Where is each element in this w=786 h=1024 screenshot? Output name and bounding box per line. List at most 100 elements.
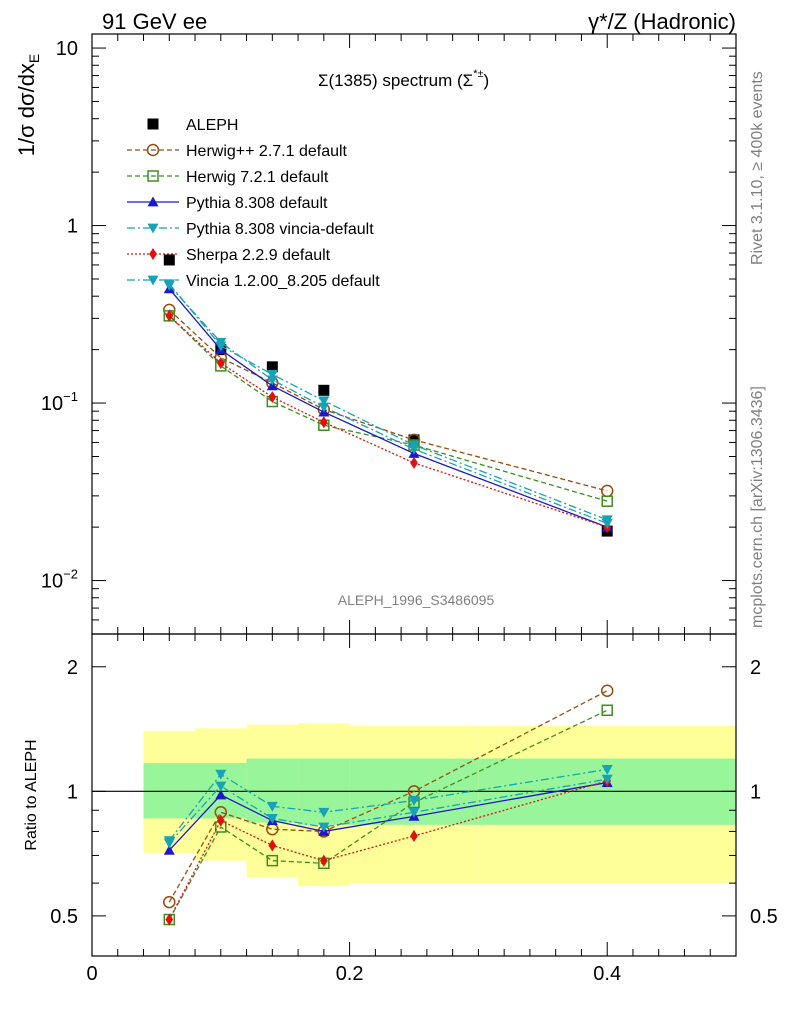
ratio-y-tick-label-right-2: 0.5 <box>750 906 778 928</box>
ratio-series-line-5 <box>168 778 608 844</box>
main-point-5-0 <box>165 309 174 322</box>
main-y-tick-label-2: 10−1 <box>41 389 78 415</box>
ratio-series-5 <box>163 774 613 849</box>
ratio-point-2-1 <box>215 789 227 800</box>
x-tick-label-1: 0.2 <box>336 963 364 985</box>
tick-exponent: −2 <box>63 567 78 582</box>
ratio-point-5-3 <box>318 822 330 833</box>
chart-title-sup: *± <box>473 68 483 80</box>
main-y-tick-label-0: 10 <box>56 38 78 60</box>
main-series-4 <box>163 279 613 526</box>
main-point-0-3 <box>318 384 330 396</box>
ratio-y-tick-label-right-0: 2 <box>750 657 761 679</box>
ratio-frame <box>91 633 737 957</box>
ratio-point-5-2 <box>266 814 278 824</box>
ratio-point-3-3 <box>318 807 330 818</box>
main-series-line-5 <box>168 315 608 528</box>
header-left: 91 GeV ee <box>102 9 207 34</box>
main-plot-series <box>163 254 614 537</box>
main-series-3 <box>163 283 613 532</box>
main-series-line-1 <box>168 309 608 492</box>
ratio-plot-series <box>163 684 614 926</box>
main-ylabel-sub: E <box>26 54 42 63</box>
ratio-point-0-5 <box>600 684 614 698</box>
ratio-point-3-2 <box>266 801 278 812</box>
tick-base: 10 <box>41 571 63 593</box>
main-point-6-0 <box>163 281 175 291</box>
tick-base: 1 <box>67 216 78 238</box>
ratio-point-5-5 <box>601 774 613 785</box>
main-ylabel: 1/σ dσ/dxE <box>14 54 42 157</box>
band-inner-2 <box>246 758 299 823</box>
ratio-point-3-4 <box>408 796 420 807</box>
main-y-tick-label-1: 1 <box>67 216 78 238</box>
chart-title-main: Σ(1385) spectrum (Σ <box>318 71 473 90</box>
legend-label-3: Pythia 8.308 default <box>186 195 328 212</box>
legend-label-0: ALEPH <box>186 117 238 134</box>
chart-title-close: ) <box>484 71 490 90</box>
ratio-y-tick-label-left-1: 1 <box>67 781 78 803</box>
main-point-4-2 <box>266 370 278 380</box>
legend-label-2: Herwig 7.2.1 default <box>186 169 329 186</box>
legend-marker-4 <box>147 223 159 234</box>
main-series-line-6 <box>168 284 608 524</box>
header-right: γ*/Z (Hadronic) <box>588 9 736 34</box>
x-tick-label-2: 0.4 <box>593 963 621 985</box>
legend-marker-1 <box>146 143 160 157</box>
main-point-5-1 <box>216 357 225 370</box>
ratio-point-3-5 <box>601 764 613 775</box>
main-point-5-3 <box>319 416 328 429</box>
ratio-point-1-5 <box>601 704 613 717</box>
legend-marker-0 <box>147 118 159 130</box>
ratio-series-line-2 <box>168 781 608 851</box>
main-point-4-3 <box>318 396 330 407</box>
main-series-1 <box>163 303 614 498</box>
chart-title: Σ(1385) spectrum (Σ*±) <box>318 68 489 90</box>
legend-label-5: Sherpa 2.2.9 default <box>186 247 331 264</box>
ratio-series-line-3 <box>168 768 608 842</box>
main-point-2-5 <box>601 495 613 507</box>
main-point-0-0 <box>163 254 175 266</box>
main-point-6-5 <box>601 518 613 529</box>
main-point-0-2 <box>266 361 278 373</box>
analysis-watermark: ALEPH_1996_S3486095 <box>338 592 495 608</box>
legend-label-6: Vincia 1.2.00_8.205 default <box>186 273 380 290</box>
legend-marker-5 <box>149 247 157 261</box>
main-ylabel-main: 1/σ dσ/dx <box>14 63 39 156</box>
legend: ALEPH Herwig++ 2.7.1 default Herwig 7.2.1 … <box>127 117 380 290</box>
tick-base: 10 <box>41 393 63 415</box>
ratio-point-5-4 <box>408 807 420 818</box>
main-point-6-2 <box>266 375 278 386</box>
ratio-series-4 <box>165 774 612 926</box>
main-series-6 <box>163 281 613 529</box>
main-series-line-4 <box>168 283 608 521</box>
ratio-y-tick-label-left-0: 2 <box>67 657 78 679</box>
main-series-0 <box>163 254 613 537</box>
ratio-y-tick-label-right-1: 1 <box>750 781 761 803</box>
legend-marker-6 <box>147 275 159 286</box>
ratio-point-4-3 <box>319 854 328 867</box>
main-point-6-3 <box>318 402 330 413</box>
main-series-2 <box>163 310 613 507</box>
main-series-line-3 <box>168 288 608 528</box>
main-y-tick-label-3: 10−2 <box>41 567 78 593</box>
ratio-series-line-4 <box>168 780 608 920</box>
x-tick-label-0: 0 <box>86 963 97 985</box>
ratio-point-1-2 <box>266 854 279 867</box>
legend-label-4: Pythia 8.308 vincia-default <box>186 221 374 238</box>
ratio-point-4-2 <box>268 839 277 852</box>
ratio-series-line-1 <box>168 709 608 920</box>
ratio-y-tick-label-left-2: 0.5 <box>50 906 78 928</box>
ratio-series-3 <box>163 764 613 847</box>
ratio-point-4-1 <box>216 814 225 827</box>
main-point-6-1 <box>215 337 227 348</box>
legend-marker-2 <box>147 170 159 182</box>
ratio-point-5-0 <box>163 838 175 849</box>
mcplots-label: mcplots.cern.ch [arXiv:1306.3436] <box>749 386 766 628</box>
main-point-5-2 <box>268 391 277 404</box>
ratio-series-line-0 <box>168 690 608 903</box>
ratio-point-0-0 <box>163 895 176 909</box>
main-point-5-4 <box>410 456 418 469</box>
ratio-point-4-4 <box>410 829 418 843</box>
rivet-label: Rivet 3.1.10, ≥ 400k events <box>749 71 766 265</box>
